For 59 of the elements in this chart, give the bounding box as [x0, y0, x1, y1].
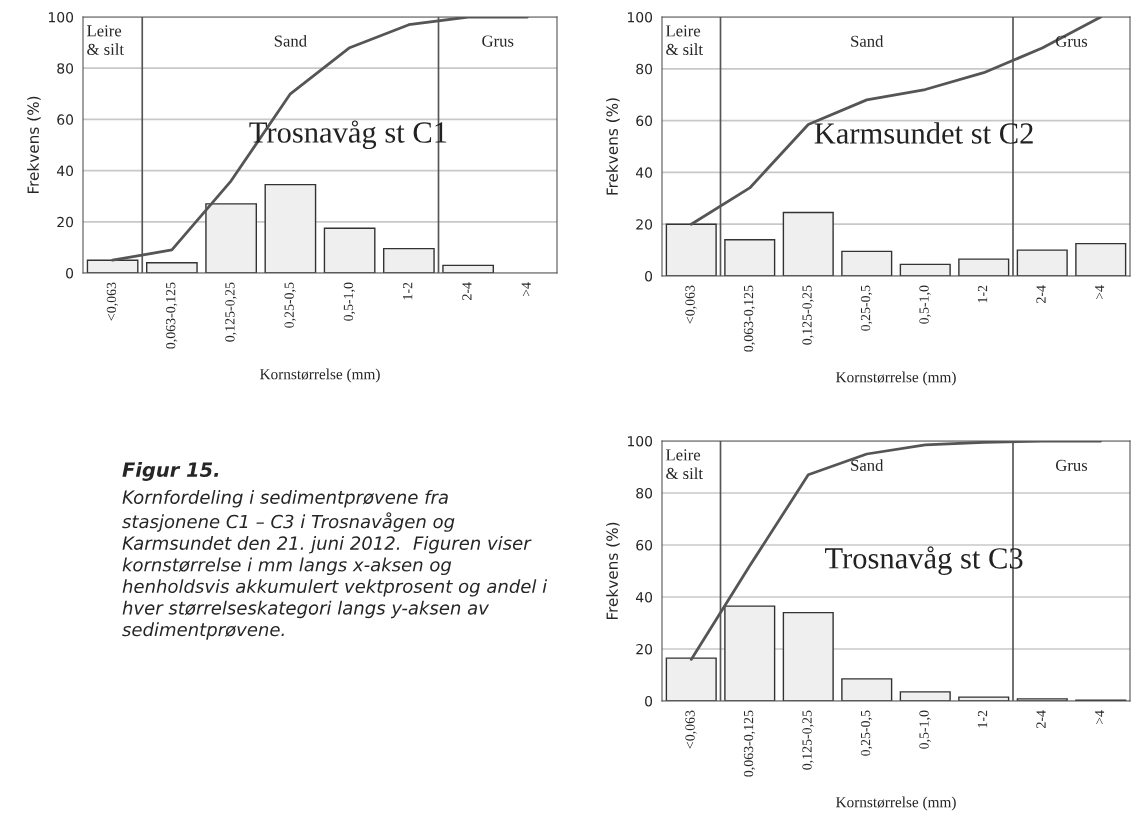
- x-tick-label: >4: [1094, 710, 1105, 725]
- y-tick-label: 20: [636, 643, 653, 655]
- y-tick-label: 0: [66, 267, 74, 279]
- x-tick-label: 0,25-0,5: [284, 282, 296, 328]
- annotation: Sand: [851, 459, 884, 471]
- x-tick-label: 0,125-0,25: [802, 285, 814, 345]
- x-tick-label: 0,063-0,125: [743, 710, 756, 777]
- x-tick-label: 0,5-1,0: [343, 282, 356, 321]
- y-axis-title: Frekvens (%): [606, 522, 620, 620]
- y-tick-label: 100: [627, 11, 653, 23]
- annotation: Grus: [1055, 459, 1088, 471]
- x-tick-label: 0,063-0,125: [743, 285, 756, 352]
- x-tick-label: <0,063: [685, 285, 697, 324]
- y-tick-label: 0: [645, 270, 653, 282]
- x-tick-label: 1-2: [977, 710, 988, 728]
- x-tick-label: 0,25-0,5: [860, 710, 873, 756]
- x-tick-label: 2-4: [1036, 710, 1046, 728]
- x-tick-label: 1-2: [403, 282, 413, 300]
- annotation: Leire & silt: [665, 25, 703, 56]
- x-axis-title: Kornstørrelse (mm): [259, 368, 380, 383]
- y-tick-label: 60: [57, 114, 74, 125]
- x-tick-label: <0,063: [685, 710, 697, 749]
- y-axis-title: Frekvens (%): [27, 96, 41, 194]
- y-tick-label: 0: [645, 695, 653, 707]
- x-axis-title: Kornstørrelse (mm): [835, 371, 956, 386]
- annotation: Grus: [482, 35, 514, 47]
- y-tick-label: 20: [57, 216, 74, 228]
- x-tick-label: 0,5-1,0: [919, 710, 931, 749]
- annotation: Grus: [1055, 35, 1088, 47]
- y-tick-label: 40: [635, 167, 653, 178]
- text: Figur 15.: [122, 462, 219, 481]
- x-tick-label: 0,063-0,125: [165, 282, 178, 349]
- annotation: Leire & silt: [87, 25, 124, 55]
- x-tick-label: 0,125-0,25: [802, 710, 814, 770]
- annotation: Sand: [274, 34, 307, 47]
- y-tick-label: 100: [627, 435, 653, 447]
- annotation: Sand: [851, 35, 884, 47]
- y-tick-label: 40: [635, 591, 653, 603]
- x-axis-title: Kornstørrelse (mm): [835, 796, 956, 811]
- y-tick-label: 80: [57, 63, 74, 74]
- y-axis-title: Frekvens (%): [606, 98, 620, 195]
- x-tick-label: 0,25-0,5: [860, 285, 873, 331]
- y-tick-label: 60: [636, 539, 653, 551]
- x-tick-label: 2-4: [462, 282, 472, 300]
- text: Kornfordeling i sedimentprøvene fra stasjonene C1 – C3 i Trosnavågen og Karmsundet den 21. juni 2012. Figuren viser kornstørrelse i mm langs x-aksen og henholdsvis akkumulert vektprosent og andel i hver størrelseskategori langs y-aksen av sedimentprøvene.: [122, 490, 548, 640]
- x-tick-label: 1-2: [977, 285, 988, 303]
- x-tick-label: <0,063: [106, 282, 119, 321]
- y-tick-label: 100: [48, 11, 74, 23]
- y-tick-label: 20: [636, 219, 653, 230]
- x-tick-label: >4: [1094, 285, 1105, 300]
- x-tick-label: 0,5-1,0: [919, 285, 931, 324]
- x-tick-label: 0,125-0,25: [225, 282, 237, 342]
- y-tick-label: 40: [56, 165, 74, 177]
- x-tick-label: >4: [521, 282, 531, 297]
- y-tick-label: 80: [636, 63, 653, 75]
- y-tick-label: 60: [636, 115, 653, 127]
- x-tick-label: 2-4: [1036, 285, 1046, 303]
- annotation: Leire & silt: [665, 449, 703, 480]
- y-tick-label: 80: [636, 487, 653, 499]
